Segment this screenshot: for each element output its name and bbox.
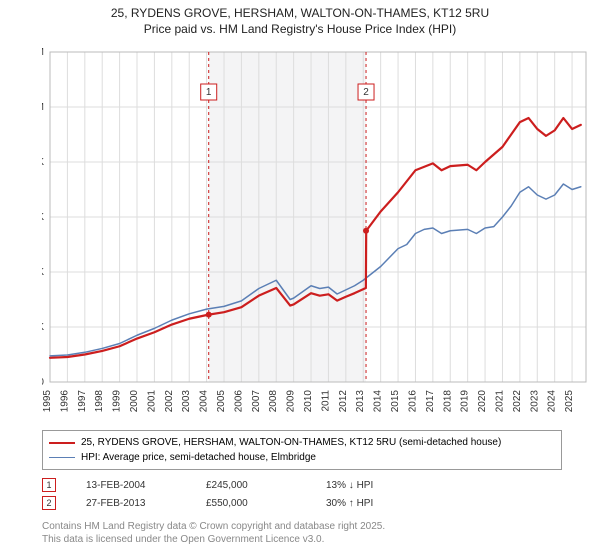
svg-text:2023: 2023 bbox=[529, 390, 540, 413]
svg-text:2013: 2013 bbox=[355, 390, 366, 413]
svg-text:£1M: £1M bbox=[42, 102, 44, 113]
attribution-line-2: This data is licensed under the Open Gov… bbox=[42, 533, 385, 546]
svg-text:£600K: £600K bbox=[42, 212, 44, 223]
marker-delta: 30% ↑ HPI bbox=[326, 498, 416, 509]
svg-text:2025: 2025 bbox=[564, 390, 575, 413]
marker-badge: 1 bbox=[42, 478, 56, 492]
svg-text:2021: 2021 bbox=[494, 390, 505, 413]
svg-text:1999: 1999 bbox=[112, 390, 123, 413]
svg-text:2003: 2003 bbox=[181, 390, 192, 413]
svg-text:2005: 2005 bbox=[216, 390, 227, 413]
legend-row: HPI: Average price, semi-detached house,… bbox=[49, 450, 555, 465]
svg-text:2018: 2018 bbox=[442, 390, 453, 413]
marker-date: 13-FEB-2004 bbox=[86, 480, 176, 491]
svg-text:1: 1 bbox=[206, 87, 212, 98]
chart-title: 25, RYDENS GROVE, HERSHAM, WALTON-ON-THA… bbox=[0, 0, 600, 37]
svg-text:2022: 2022 bbox=[512, 390, 523, 413]
marker-delta: 13% ↓ HPI bbox=[326, 480, 416, 491]
svg-text:2012: 2012 bbox=[338, 390, 349, 413]
svg-text:2010: 2010 bbox=[303, 390, 314, 413]
legend-label: 25, RYDENS GROVE, HERSHAM, WALTON-ON-THA… bbox=[81, 435, 501, 450]
chart-plot-area: £0 £200K £400K £600K £800K £1M £1.2M 1995 1996 19… bbox=[42, 48, 592, 418]
chart-svg: £0 £200K £400K £600K £800K £1M £1.2M 1995 1996 19… bbox=[42, 48, 592, 418]
svg-text:2002: 2002 bbox=[164, 390, 175, 413]
svg-text:2015: 2015 bbox=[390, 390, 401, 413]
title-line-2: Price paid vs. HM Land Registry's House … bbox=[0, 22, 600, 38]
svg-text:1997: 1997 bbox=[77, 390, 88, 413]
svg-text:£1.2M: £1.2M bbox=[42, 48, 44, 58]
svg-text:2014: 2014 bbox=[373, 390, 384, 413]
svg-text:£400K: £400K bbox=[42, 267, 44, 278]
svg-text:£200K: £200K bbox=[42, 322, 44, 333]
svg-text:2008: 2008 bbox=[268, 390, 279, 413]
legend-swatch bbox=[49, 457, 75, 458]
svg-text:1998: 1998 bbox=[94, 390, 105, 413]
sale-marker-row: 2 27-FEB-2013 £550,000 30% ↑ HPI bbox=[42, 496, 562, 510]
svg-text:2: 2 bbox=[363, 87, 369, 98]
legend: 25, RYDENS GROVE, HERSHAM, WALTON-ON-THA… bbox=[42, 430, 562, 470]
legend-label: HPI: Average price, semi-detached house,… bbox=[81, 450, 316, 465]
marker-date: 27-FEB-2013 bbox=[86, 498, 176, 509]
svg-text:2000: 2000 bbox=[129, 390, 140, 413]
attribution: Contains HM Land Registry data © Crown c… bbox=[42, 520, 385, 546]
marker-price: £245,000 bbox=[206, 480, 296, 491]
svg-text:2001: 2001 bbox=[146, 390, 157, 413]
legend-row: 25, RYDENS GROVE, HERSHAM, WALTON-ON-THA… bbox=[49, 435, 555, 450]
svg-text:2016: 2016 bbox=[407, 390, 418, 413]
marker-price: £550,000 bbox=[206, 498, 296, 509]
svg-text:2006: 2006 bbox=[233, 390, 244, 413]
svg-text:2004: 2004 bbox=[199, 390, 210, 413]
title-line-1: 25, RYDENS GROVE, HERSHAM, WALTON-ON-THA… bbox=[0, 6, 600, 22]
svg-text:2020: 2020 bbox=[477, 390, 488, 413]
svg-text:£0: £0 bbox=[42, 377, 44, 388]
marker-badge: 2 bbox=[42, 496, 56, 510]
svg-text:2019: 2019 bbox=[460, 390, 471, 413]
svg-text:2011: 2011 bbox=[320, 390, 331, 412]
svg-text:1995: 1995 bbox=[42, 390, 53, 413]
svg-text:£800K: £800K bbox=[42, 157, 44, 168]
sale-marker-row: 1 13-FEB-2004 £245,000 13% ↓ HPI bbox=[42, 478, 562, 492]
svg-text:1996: 1996 bbox=[59, 390, 70, 413]
sale-marker-rows: 1 13-FEB-2004 £245,000 13% ↓ HPI 2 27-FEB-201… bbox=[42, 474, 562, 514]
svg-text:2009: 2009 bbox=[286, 390, 297, 413]
svg-text:2007: 2007 bbox=[251, 390, 262, 413]
attribution-line-1: Contains HM Land Registry data © Crown c… bbox=[42, 520, 385, 533]
legend-swatch bbox=[49, 442, 75, 444]
svg-text:2017: 2017 bbox=[425, 390, 436, 413]
svg-text:2024: 2024 bbox=[547, 390, 558, 413]
chart-container: { "title_lines": [ "25, RYDENS GROVE, HE… bbox=[0, 0, 600, 560]
